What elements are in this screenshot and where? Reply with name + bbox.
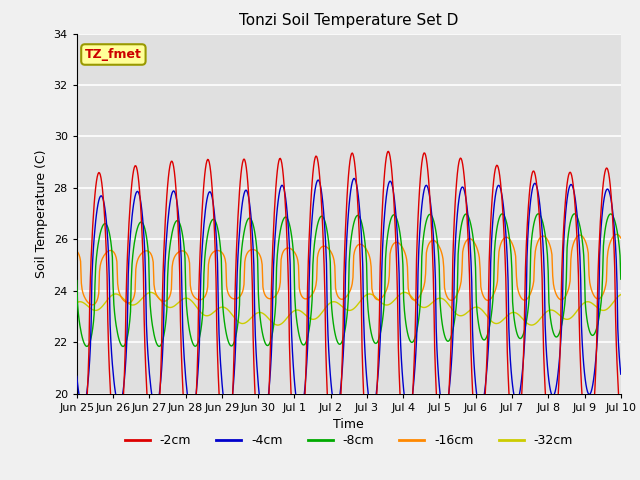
Title: Tonzi Soil Temperature Set D: Tonzi Soil Temperature Set D	[239, 13, 458, 28]
Y-axis label: Soil Temperature (C): Soil Temperature (C)	[35, 149, 48, 278]
X-axis label: Time: Time	[333, 418, 364, 431]
Text: TZ_fmet: TZ_fmet	[85, 48, 142, 61]
Legend: -2cm, -4cm, -8cm, -16cm, -32cm: -2cm, -4cm, -8cm, -16cm, -32cm	[120, 429, 578, 452]
